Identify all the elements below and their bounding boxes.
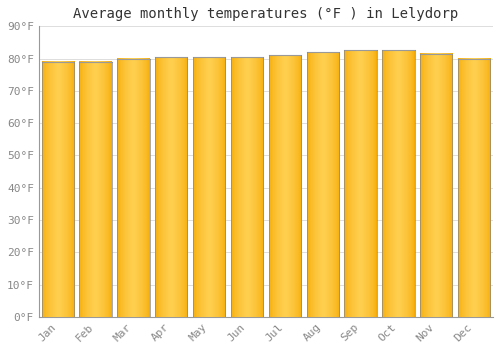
Title: Average monthly temperatures (°F ) in Lelydorp: Average monthly temperatures (°F ) in Le… bbox=[74, 7, 458, 21]
